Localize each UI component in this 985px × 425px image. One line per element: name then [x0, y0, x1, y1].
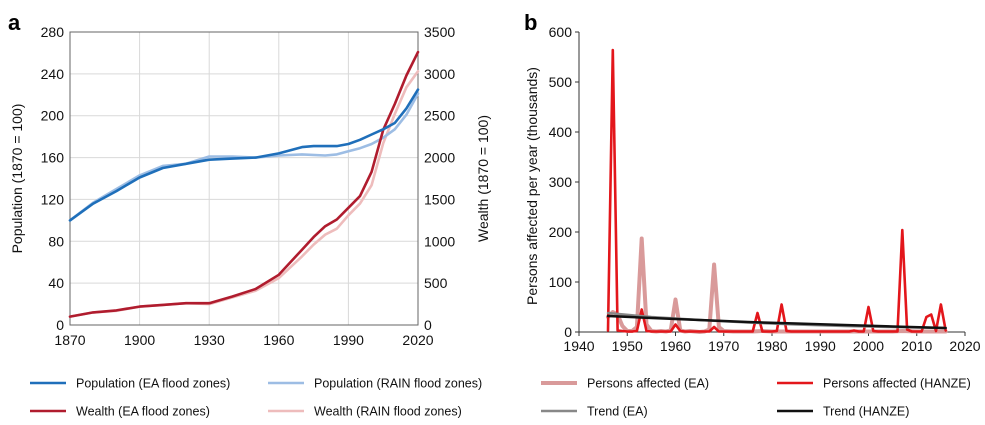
- y-tick-label: 400: [549, 124, 573, 140]
- panel-b-label: b: [524, 10, 537, 35]
- x-tick-label: 1960: [660, 338, 691, 354]
- series-line-b-1: [606, 48, 948, 333]
- x-tick-label: 1970: [708, 338, 739, 354]
- y-tick-label: 0: [564, 324, 572, 340]
- x-tick-label: 1980: [756, 338, 787, 354]
- y-tick-label: 500: [549, 74, 573, 90]
- x-tick-label: 1990: [333, 332, 364, 348]
- y2-tick-label: 3500: [424, 24, 455, 40]
- y2-tick-label: 2000: [424, 150, 455, 166]
- x-tick-label: 1900: [124, 332, 155, 348]
- legend-label: Trend (EA): [587, 405, 648, 419]
- plot-frame: [69, 31, 419, 326]
- y-tick-label: 40: [48, 275, 64, 291]
- panel-a: 0 40 80 120 160 200 240 280 0 500 1000 1500 2000 2500…: [9, 24, 491, 348]
- legend-label: Persons affected (EA): [587, 377, 709, 391]
- y-axis-title: Persons affected per year (thousands): [524, 67, 540, 305]
- y2-tick-label: 500: [424, 275, 448, 291]
- y-tick-label: 280: [41, 24, 65, 40]
- y-tick-label: 160: [41, 150, 65, 166]
- y-tick-label: 240: [41, 66, 65, 82]
- x-tick-label: 1990: [805, 338, 836, 354]
- y2-tick-label: 3000: [424, 66, 455, 82]
- x-tick-label: 1930: [194, 332, 225, 348]
- legend-label: Persons affected (HANZE): [823, 377, 971, 391]
- series-line-a-3: [68, 70, 420, 318]
- panel-a-label: a: [8, 10, 21, 35]
- y-tick-label: 200: [549, 224, 573, 240]
- y-tick-label: 600: [549, 24, 573, 40]
- y2-tick-label: 2500: [424, 108, 455, 124]
- panel-b: 0 100 200 300 400 500 600 1940 1950 1960 1970 1980 1…: [524, 24, 981, 354]
- series-line-b-3: [606, 314, 947, 330]
- legend-label: Wealth (RAIN flood zones): [314, 405, 462, 419]
- y2-axis-title: Wealth (1870 = 100): [475, 115, 491, 242]
- x-tick-label: 2010: [901, 338, 932, 354]
- x-tick-label: 1870: [54, 332, 85, 348]
- series-line-a-0: [68, 88, 420, 222]
- legend-label: Wealth (EA flood zones): [76, 405, 210, 419]
- y-tick-label: 100: [549, 274, 573, 290]
- legend-label: Population (RAIN flood zones): [314, 377, 482, 391]
- y-tick-label: 120: [41, 191, 65, 207]
- series-line-a-2: [68, 50, 420, 318]
- y-tick-label: 0: [56, 317, 64, 333]
- y2-tick-label: 0: [424, 317, 432, 333]
- y-tick-label: 200: [41, 108, 65, 124]
- y2-tick-label: 1500: [424, 191, 455, 207]
- x-tick-label: 1960: [263, 332, 294, 348]
- legend-label: Trend (HANZE): [823, 405, 909, 419]
- legend: Population (EA flood zones) Population (R…: [30, 377, 971, 419]
- x-tick-label: 1950: [612, 338, 643, 354]
- y2-tick-label: 1000: [424, 233, 455, 249]
- y-axis-title: Population (1870 = 100): [9, 104, 25, 254]
- x-tick-label: 2000: [853, 338, 884, 354]
- x-tick-label: 1940: [563, 338, 594, 354]
- y-tick-label: 80: [48, 233, 64, 249]
- x-tick-label: 2020: [949, 338, 980, 354]
- legend-label: Population (EA flood zones): [76, 377, 230, 391]
- x-tick-label: 2020: [402, 332, 433, 348]
- y-tick-label: 300: [549, 174, 573, 190]
